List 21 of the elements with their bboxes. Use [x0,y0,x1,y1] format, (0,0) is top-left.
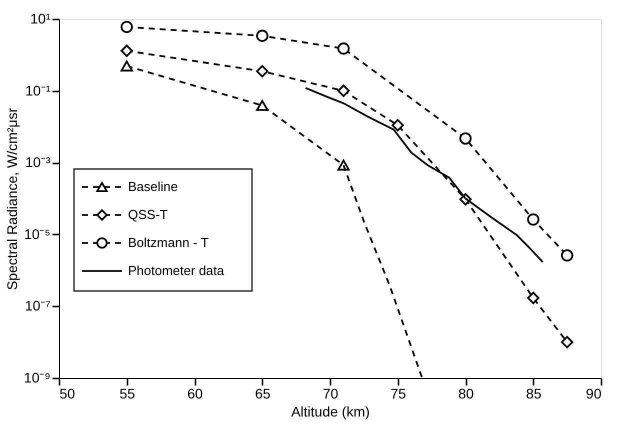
x-tick-label: 65 [254,386,271,402]
x-tick-label: 55 [119,386,136,402]
y-tick-label: 10⁻¹ [25,82,51,98]
y-tick-label: 10⁻⁹ [24,370,50,386]
x-tick-label: 90 [586,386,602,402]
y-tick-label: 10⁻³ [25,154,51,170]
x-tick-label: 85 [526,386,542,402]
legend-label: QSS-T [128,207,168,222]
x-tick-label: 70 [322,386,338,402]
y-tick-label: 10⁻⁵ [24,226,50,242]
y-tick-label: 10⁻⁷ [24,298,50,314]
x-tick-label: 80 [458,386,474,402]
x-axis-title: Altitude (km) [291,404,370,420]
legend-label: Boltzmann - T [128,235,209,250]
legend-label: Baseline [128,179,178,194]
x-tick-label: 60 [187,386,203,402]
x-tick-label: 50 [60,386,76,402]
y-axis-title: Spectral Radiance, W/cm²μsr [4,108,20,290]
y-tick-label: 10¹ [30,10,51,26]
legend-label: Photometer data [128,263,225,278]
x-tick-label: 75 [390,386,406,402]
